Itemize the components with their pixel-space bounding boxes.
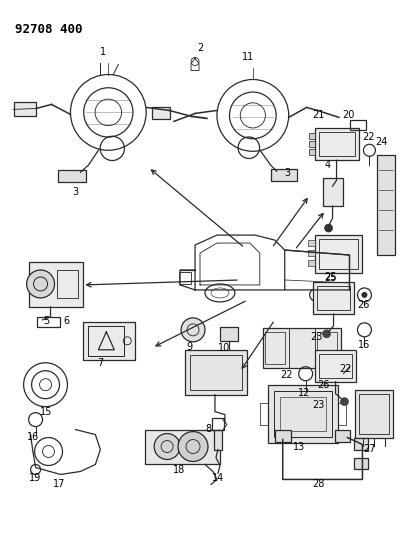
Text: 13: 13 [293, 441, 305, 451]
Text: 8: 8 [205, 424, 211, 433]
Bar [360, 394, 389, 433]
Circle shape [324, 224, 333, 232]
Circle shape [27, 270, 55, 298]
Bar [275, 430, 291, 441]
Bar [337, 402, 345, 425]
Bar [319, 132, 356, 156]
Text: 25: 25 [324, 272, 337, 282]
Bar [179, 272, 191, 284]
Text: 14: 14 [212, 473, 224, 483]
Bar [29, 262, 83, 307]
Bar [319, 354, 352, 378]
Bar [323, 178, 343, 206]
Circle shape [181, 318, 205, 342]
Bar [268, 385, 337, 442]
Text: 18: 18 [173, 465, 185, 475]
Bar [14, 102, 36, 116]
Text: 19: 19 [29, 473, 41, 483]
Bar [190, 355, 242, 390]
Text: 2: 2 [197, 43, 203, 53]
Bar [313, 282, 354, 314]
Text: 24: 24 [375, 138, 388, 147]
Text: 25: 25 [324, 273, 337, 283]
Bar [315, 128, 360, 160]
Circle shape [323, 330, 330, 338]
Text: 20: 20 [343, 110, 355, 120]
Bar [309, 149, 315, 155]
Text: 16: 16 [27, 432, 39, 441]
Bar [260, 402, 268, 425]
Bar [145, 430, 220, 464]
Circle shape [341, 398, 348, 406]
Circle shape [323, 373, 326, 377]
Bar [319, 239, 358, 269]
Text: 6: 6 [64, 316, 70, 326]
Text: 27: 27 [363, 443, 376, 454]
Text: 3: 3 [72, 187, 79, 197]
Text: 22: 22 [281, 370, 293, 379]
Text: 22: 22 [362, 132, 375, 142]
Text: 17: 17 [53, 479, 65, 489]
Bar [265, 332, 285, 364]
Bar [350, 120, 367, 131]
Bar [356, 390, 393, 438]
Bar [36, 317, 60, 327]
Text: 9: 9 [186, 342, 192, 352]
Text: 23: 23 [313, 400, 325, 410]
Bar [309, 133, 315, 139]
Bar [88, 326, 124, 356]
Text: 1: 1 [100, 46, 107, 56]
Text: 7: 7 [97, 358, 104, 368]
Bar [354, 457, 369, 470]
Text: 15: 15 [40, 407, 52, 417]
Bar [220, 327, 238, 341]
Bar [58, 170, 86, 182]
Text: 26: 26 [358, 300, 370, 310]
Bar [271, 169, 297, 181]
Bar [354, 438, 369, 449]
Bar [317, 332, 337, 364]
Bar [274, 391, 332, 437]
Circle shape [178, 432, 208, 462]
Text: 22: 22 [339, 364, 352, 374]
Text: 21: 21 [313, 110, 325, 120]
Bar [377, 155, 395, 255]
Text: 26: 26 [318, 379, 330, 390]
Bar [185, 350, 247, 394]
Bar [308, 240, 315, 246]
Bar [315, 235, 362, 273]
Bar [83, 322, 135, 360]
Bar [315, 350, 356, 382]
Bar [308, 260, 315, 266]
Bar [152, 108, 171, 119]
Circle shape [154, 433, 180, 459]
Bar [214, 430, 222, 449]
Text: 92708 400: 92708 400 [15, 22, 82, 36]
Bar [212, 417, 224, 430]
Text: 4: 4 [324, 160, 331, 170]
Bar [57, 270, 79, 298]
Bar [308, 250, 315, 256]
Circle shape [361, 292, 367, 298]
Text: 11: 11 [242, 52, 254, 61]
Bar [335, 430, 350, 441]
Bar [309, 141, 315, 147]
Text: 28: 28 [313, 479, 325, 489]
Text: 12: 12 [298, 387, 310, 398]
Bar [263, 328, 341, 368]
Bar [317, 286, 350, 310]
Text: 5: 5 [43, 316, 50, 326]
Circle shape [328, 184, 337, 192]
Text: 23: 23 [311, 332, 323, 342]
Text: 16: 16 [358, 340, 370, 350]
Text: 3: 3 [285, 168, 291, 178]
Bar [280, 397, 326, 431]
Text: 10: 10 [218, 343, 230, 353]
